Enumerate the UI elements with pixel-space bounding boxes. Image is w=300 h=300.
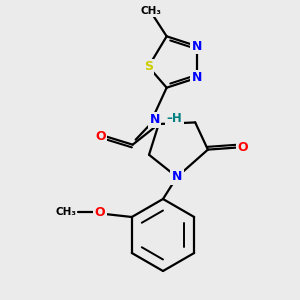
Text: S: S <box>144 60 153 73</box>
Text: CH₃: CH₃ <box>55 207 76 217</box>
Text: N: N <box>192 40 202 52</box>
Text: N: N <box>192 71 202 84</box>
Text: N: N <box>172 170 182 184</box>
Text: O: O <box>238 141 248 154</box>
Text: O: O <box>94 206 105 218</box>
Text: N: N <box>149 113 160 126</box>
Text: O: O <box>95 130 106 143</box>
Text: CH₃: CH₃ <box>140 6 161 16</box>
Text: –H: –H <box>167 112 182 125</box>
